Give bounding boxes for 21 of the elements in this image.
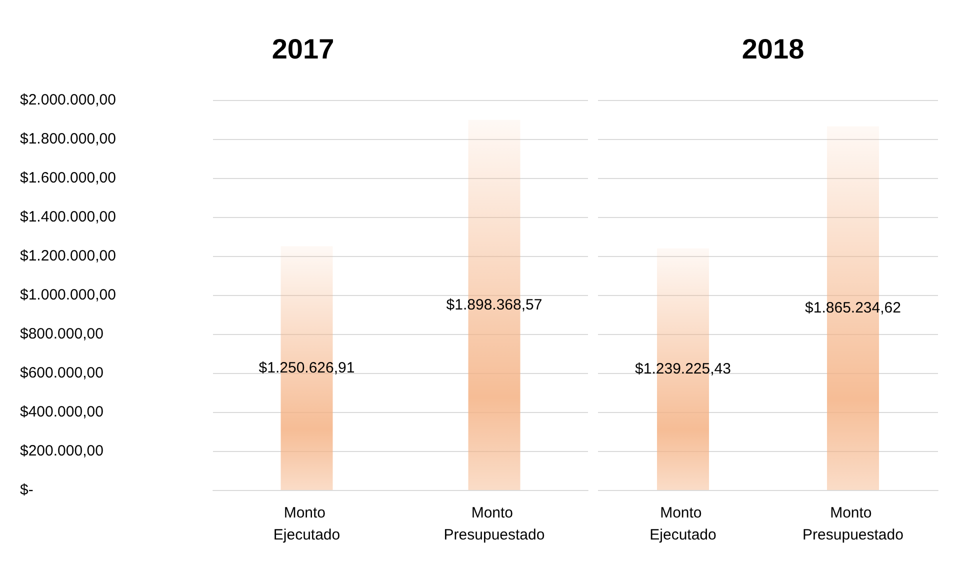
y-tick-label: $400.000,00: [20, 404, 104, 420]
y-tick-label: $1.600.000,00: [20, 170, 116, 186]
y-tick-label: $800.000,00: [20, 326, 104, 342]
y-tick-label: $-: [20, 482, 34, 498]
y-tick-label: $2.000.000,00: [20, 92, 116, 108]
data-label: $1.898.368,57: [446, 296, 542, 314]
data-label: $1.239.225,43: [635, 360, 731, 378]
y-tick-label: $1.400.000,00: [20, 208, 116, 226]
chart-title: 2017: [272, 34, 334, 64]
data-label: $1.865.234,62: [805, 300, 901, 317]
y-tick-label: $1.800.000,00: [20, 130, 116, 148]
y-tick-label: $600.000,00: [20, 364, 104, 382]
x-tick-label: Monto Ejecutado: [273, 504, 340, 544]
x-tick-label: Monto Presupuestado: [802, 504, 904, 544]
y-tick-label: $1.000.000,00: [20, 286, 116, 304]
x-tick-label: Monto Ejecutado: [650, 504, 716, 544]
data-label: $1.250.626,91: [258, 360, 355, 377]
y-tick-label: $1.200.000,00: [20, 248, 116, 264]
chart-title: 2018: [742, 34, 804, 64]
x-tick-label: Monto Presupuestado: [444, 504, 545, 544]
y-tick-label: $200.000,00: [20, 442, 104, 460]
